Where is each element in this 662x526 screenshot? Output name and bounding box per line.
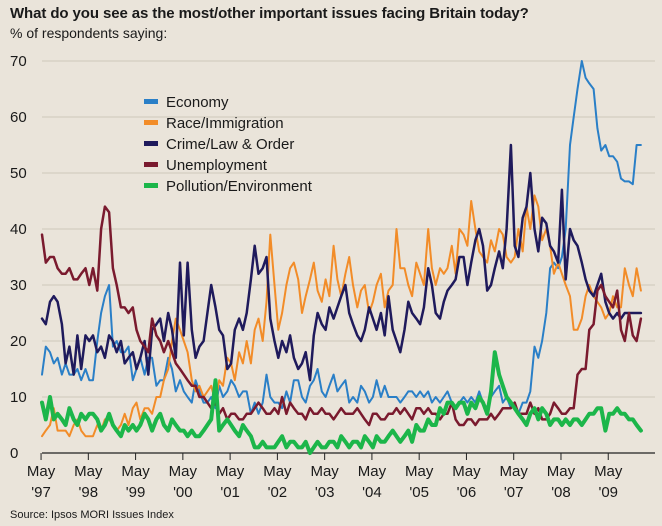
legend-item: Pollution/Environment: [144, 178, 313, 195]
x-tick-label-year: '04: [362, 484, 382, 501]
legend-item: Crime/Law & Order: [144, 136, 294, 153]
chart-title: What do you see as the most/other import…: [10, 5, 529, 22]
x-tick-label-year: '01: [220, 484, 240, 501]
x-tick-label-month: May: [74, 463, 103, 480]
legend-swatch: [144, 183, 158, 188]
x-tick-label-month: May: [500, 463, 529, 480]
axis-ticks: 0 10 20 30 40 50 60 70 May '97 May '98 May '99 May '00 M…: [10, 53, 623, 501]
legend-item: Economy: [144, 94, 229, 111]
legend-label: Unemployment: [166, 157, 268, 174]
series-line-economy: [41, 60, 642, 415]
y-tick-label: 50: [10, 165, 27, 182]
y-tick-label: 30: [10, 277, 27, 294]
x-tick-label-year: '97: [31, 484, 51, 501]
x-tick-label-year: '08: [551, 484, 571, 501]
series-line-crime-law-order: [40, 143, 643, 382]
series-line-race-immigration: [41, 194, 642, 438]
y-tick-label: 70: [10, 53, 27, 70]
y-tick-label: 10: [10, 389, 27, 406]
x-tick-label-year: '09: [598, 484, 618, 501]
x-tick-label-year: '05: [409, 484, 429, 501]
legend-label: Pollution/Environment: [166, 178, 313, 195]
x-tick-label-month: May: [594, 463, 623, 480]
x-tick-label-month: May: [405, 463, 434, 480]
x-tick-label-year: '98: [79, 484, 99, 501]
x-tick-label-month: May: [263, 463, 292, 480]
x-tick-label-month: May: [216, 463, 245, 480]
x-tick-label-month: May: [452, 463, 481, 480]
x-tick-label-month: May: [310, 463, 339, 480]
legend-swatch: [144, 162, 158, 167]
x-tick-label-month: May: [547, 463, 576, 480]
x-tick-label-year: '99: [126, 484, 146, 501]
y-tick-label: 60: [10, 109, 27, 126]
x-tick-label-month: May: [27, 463, 56, 480]
x-tick-label-year: '07: [504, 484, 524, 501]
x-tick-label-month: May: [169, 463, 198, 480]
x-tick-label-month: May: [358, 463, 387, 480]
legend-label: Crime/Law & Order: [166, 136, 294, 153]
x-tick-label-month: May: [121, 463, 150, 480]
source-note: Source: Ipsos MORI Issues Index: [10, 509, 174, 521]
legend-item: Race/Immigration: [144, 115, 284, 132]
y-tick-label: 0: [10, 445, 18, 462]
series-line-pollution-environment: [40, 350, 643, 455]
x-tick-label-year: '03: [315, 484, 335, 501]
legend: Economy Race/Immigration Crime/Law & Order…: [144, 94, 313, 195]
x-tick-label-year: '06: [457, 484, 477, 501]
legend-swatch: [144, 141, 158, 146]
x-tick-label-year: '02: [268, 484, 288, 501]
series-lines: [40, 60, 643, 455]
y-tick-label: 20: [10, 333, 27, 350]
legend-label: Race/Immigration: [166, 115, 284, 132]
series-line-unemployment: [40, 205, 643, 427]
legend-swatch: [144, 99, 158, 104]
chart-subtitle: % of respondents saying:: [10, 25, 168, 41]
legend-label: Economy: [166, 94, 229, 111]
y-tick-label: 40: [10, 221, 27, 238]
legend-swatch: [144, 120, 158, 125]
x-tick-label-year: '00: [173, 484, 193, 501]
legend-item: Unemployment: [144, 157, 268, 174]
